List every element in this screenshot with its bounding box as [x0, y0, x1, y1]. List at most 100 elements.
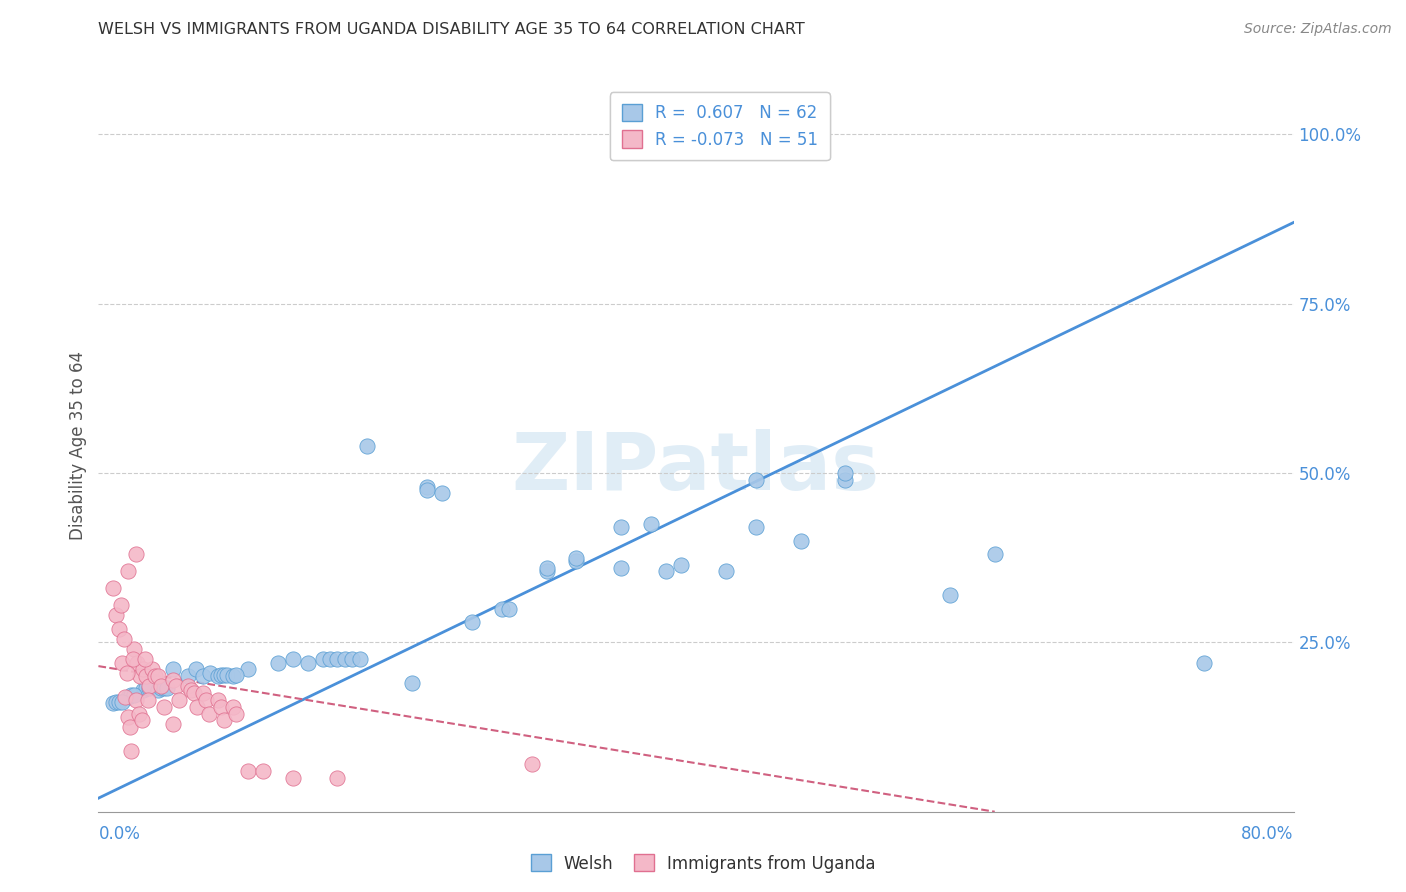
Point [118, 720, 141, 734]
Point [491, 601, 513, 615]
Point [225, 706, 247, 721]
Point [128, 706, 150, 721]
Point [195, 693, 218, 707]
Point [134, 652, 156, 666]
Point [167, 693, 190, 707]
Point [111, 695, 134, 709]
Point [745, 520, 768, 534]
Point [610, 561, 633, 575]
Point [153, 681, 176, 696]
Point [162, 663, 184, 677]
Point [108, 695, 131, 709]
Point [162, 716, 184, 731]
Point [834, 466, 856, 480]
Point [129, 669, 152, 683]
Point [536, 561, 558, 575]
Point [135, 669, 157, 683]
Point [207, 693, 229, 707]
Point [319, 652, 342, 666]
Point [148, 682, 170, 697]
Point [281, 652, 304, 666]
Point [498, 601, 520, 615]
Point [138, 681, 160, 696]
Text: 0.0%: 0.0% [98, 825, 141, 843]
Point [215, 668, 238, 682]
Point [225, 668, 247, 682]
Point [326, 771, 349, 785]
Point [117, 710, 139, 724]
Point [183, 686, 205, 700]
Point [162, 673, 184, 687]
Point [984, 547, 1007, 561]
Point [536, 564, 558, 578]
Point [281, 771, 304, 785]
Point [207, 669, 229, 683]
Point [655, 564, 678, 578]
Y-axis label: Disability Age 35 to 64: Disability Age 35 to 64 [69, 351, 87, 541]
Point [177, 669, 200, 683]
Point [136, 693, 159, 707]
Point [125, 693, 148, 707]
Point [115, 665, 138, 680]
Point [150, 681, 173, 696]
Point [640, 516, 662, 531]
Point [132, 682, 155, 697]
Text: ZIPatlas: ZIPatlas [512, 429, 880, 507]
Point [401, 676, 423, 690]
Point [180, 682, 202, 697]
Point [430, 486, 453, 500]
Point [112, 632, 135, 646]
Point [143, 669, 166, 683]
Point [105, 608, 128, 623]
Point [103, 581, 125, 595]
Point [148, 669, 170, 683]
Point [103, 697, 125, 711]
Point [236, 663, 259, 677]
Point [209, 699, 232, 714]
Point [110, 598, 132, 612]
Point [311, 652, 333, 666]
Point [120, 688, 142, 702]
Point [184, 663, 207, 677]
Point [191, 669, 214, 683]
Point [125, 547, 148, 561]
Point [108, 622, 131, 636]
Point [252, 764, 274, 778]
Point [834, 473, 856, 487]
Point [326, 652, 349, 666]
Point [121, 652, 143, 666]
Point [191, 686, 214, 700]
Point [209, 668, 232, 682]
Point [150, 680, 173, 694]
Point [789, 533, 811, 548]
Point [745, 473, 768, 487]
Point [267, 656, 290, 670]
Point [236, 764, 259, 778]
Text: 80.0%: 80.0% [1241, 825, 1294, 843]
Point [212, 714, 235, 728]
Legend: Welsh, Immigrants from Uganda: Welsh, Immigrants from Uganda [524, 847, 882, 880]
Point [135, 681, 157, 696]
Legend: R =  0.607   N = 62, R = -0.073   N = 51: R = 0.607 N = 62, R = -0.073 N = 51 [610, 92, 830, 161]
Point [333, 652, 356, 666]
Point [138, 680, 160, 694]
Point [132, 663, 155, 677]
Point [165, 680, 187, 694]
Point [669, 558, 692, 572]
Point [117, 690, 139, 704]
Point [127, 656, 149, 670]
Point [520, 757, 543, 772]
Point [565, 550, 588, 565]
Text: Source: ZipAtlas.com: Source: ZipAtlas.com [1244, 22, 1392, 37]
Text: WELSH VS IMMIGRANTS FROM UGANDA DISABILITY AGE 35 TO 64 CORRELATION CHART: WELSH VS IMMIGRANTS FROM UGANDA DISABILI… [98, 22, 806, 37]
Point [461, 615, 484, 629]
Point [416, 483, 439, 497]
Point [124, 688, 146, 702]
Point [222, 699, 245, 714]
Point [222, 669, 245, 683]
Point [939, 588, 962, 602]
Point [131, 714, 153, 728]
Point [297, 656, 319, 670]
Point [117, 564, 139, 578]
Point [105, 695, 128, 709]
